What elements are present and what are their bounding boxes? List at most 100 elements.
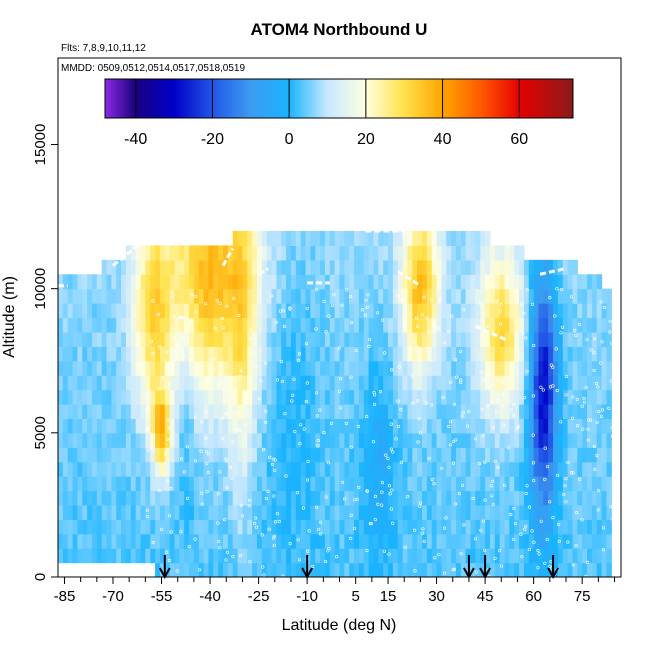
heat-cell — [562, 504, 569, 520]
heat-cell — [67, 274, 74, 290]
sample-point — [288, 306, 292, 310]
sample-point — [420, 531, 424, 535]
heat-cell — [334, 432, 341, 448]
heat-cell — [349, 331, 355, 347]
sample-point — [573, 328, 577, 333]
heat-cell — [295, 231, 302, 247]
heat-cell — [300, 288, 307, 304]
heat-cell — [378, 548, 384, 564]
heat-cell — [455, 461, 462, 477]
heat-cell — [329, 331, 336, 347]
heat-cell — [577, 288, 583, 304]
heat-cell — [470, 461, 476, 477]
heat-cell — [295, 375, 302, 391]
heat-cell — [543, 274, 549, 290]
heat-cell — [475, 231, 481, 247]
heat-cell — [125, 259, 132, 275]
sample-point — [205, 490, 209, 494]
heat-cell — [145, 389, 151, 405]
sample-point — [380, 318, 385, 322]
heat-cell — [329, 432, 336, 448]
heat-cell — [470, 331, 476, 347]
heat-cell — [388, 389, 394, 405]
heat-cell — [412, 548, 418, 564]
heat-cell — [232, 418, 239, 434]
heat-cell — [135, 418, 142, 434]
heat-cell — [295, 548, 302, 564]
heat-cell — [397, 519, 404, 535]
heat-cell — [58, 447, 64, 463]
heat-cell — [169, 245, 176, 261]
heat-cell — [198, 504, 205, 520]
heat-cell — [247, 432, 253, 448]
heat-cell — [261, 346, 268, 362]
heat-cell — [91, 519, 98, 535]
heat-cell — [286, 375, 292, 391]
heat-cell — [402, 245, 409, 261]
heat-cell — [237, 259, 244, 275]
heat-cell — [174, 303, 180, 319]
heat-cell — [339, 490, 345, 506]
heat-cell — [150, 548, 156, 564]
heat-cell — [475, 418, 481, 434]
heat-cell — [96, 548, 103, 564]
heat-cell — [135, 404, 142, 420]
heat-cell — [504, 317, 510, 333]
heat-cell — [252, 404, 258, 420]
heat-cell — [62, 404, 69, 420]
heat-cell — [368, 447, 375, 463]
heat-cell — [276, 288, 282, 304]
heat-cell — [179, 404, 185, 420]
heat-cell — [587, 418, 593, 434]
heat-cell — [242, 562, 248, 577]
heat-cell — [125, 476, 132, 492]
heat-cell — [62, 288, 69, 304]
sample-point — [372, 390, 376, 395]
y-tick-label: 0 — [32, 573, 49, 581]
heat-cell — [334, 346, 341, 362]
heat-cell — [572, 288, 578, 304]
sample-point — [272, 536, 276, 540]
heat-cell — [426, 389, 433, 405]
heat-cell — [96, 360, 103, 376]
sample-point — [566, 461, 570, 465]
sample-point — [376, 311, 380, 315]
heat-cell — [140, 447, 146, 463]
heat-cell — [198, 533, 205, 549]
heat-cell — [159, 519, 166, 535]
heat-cell — [392, 331, 399, 347]
heat-cell — [198, 259, 205, 275]
heat-cell — [528, 562, 535, 577]
heat-cell — [373, 504, 379, 520]
heat-cell — [203, 476, 210, 492]
heat-cell — [397, 360, 404, 376]
heat-cell — [489, 360, 496, 376]
heat-cell — [354, 461, 360, 477]
heat-cell — [242, 404, 248, 420]
heat-cell — [451, 346, 457, 362]
sample-point — [608, 319, 612, 323]
sample-point — [260, 533, 264, 537]
heat-cell — [455, 418, 462, 434]
heat-cell — [125, 274, 132, 290]
heat-cell — [455, 519, 462, 535]
heat-cell — [324, 259, 331, 275]
heat-cell — [412, 504, 418, 520]
sample-point — [200, 502, 204, 506]
heat-cell — [378, 504, 384, 520]
heat-cell — [606, 346, 612, 362]
heat-cell — [227, 447, 234, 463]
heat-cell — [179, 346, 185, 362]
heat-cell — [465, 274, 472, 290]
sample-point — [557, 522, 561, 527]
heat-cell — [276, 375, 282, 391]
heat-cell — [553, 519, 559, 535]
heat-cell — [116, 389, 122, 405]
heat-cell — [315, 404, 321, 420]
heat-cell — [431, 303, 438, 319]
heat-cell — [169, 562, 176, 577]
heat-cell — [397, 418, 404, 434]
heat-cell — [261, 447, 268, 463]
heat-cell — [373, 476, 379, 492]
heat-cell — [111, 317, 117, 333]
